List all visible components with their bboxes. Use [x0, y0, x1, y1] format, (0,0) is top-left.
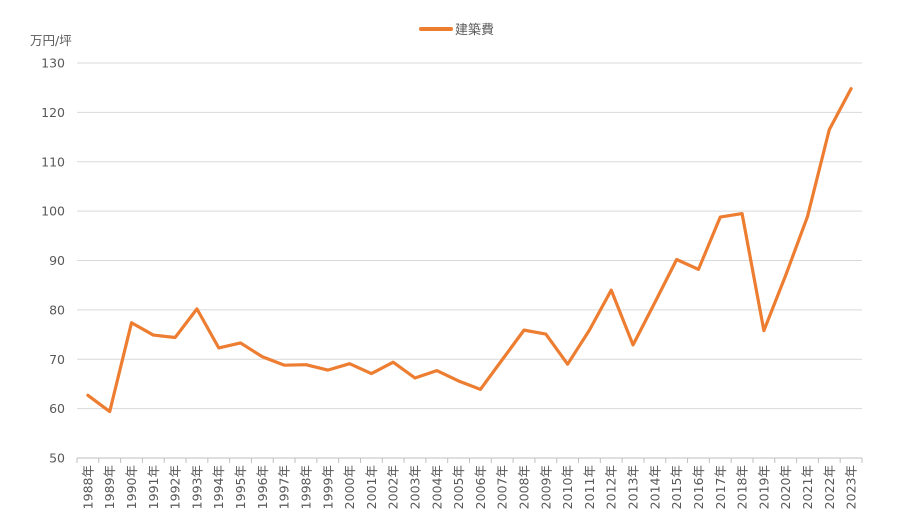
data-point[interactable] — [455, 377, 463, 385]
x-tick-label: 2011年 — [582, 465, 597, 509]
data-point[interactable] — [84, 391, 92, 399]
data-point[interactable] — [673, 256, 681, 264]
x-tick-label: 1993年 — [189, 465, 204, 509]
x-tick-label: 2007年 — [495, 465, 510, 509]
x-tick-label: 1999年 — [320, 465, 335, 509]
data-point[interactable] — [520, 326, 528, 334]
x-tick-label: 2018年 — [735, 465, 750, 509]
y-axis-unit-label: 万円/坪 — [30, 33, 72, 48]
data-point[interactable] — [324, 366, 332, 374]
data-point[interactable] — [585, 326, 593, 334]
x-tick-label: 1990年 — [124, 465, 139, 509]
x-tick-label: 1997年 — [277, 465, 292, 509]
x-tick-label: 1994年 — [211, 465, 226, 509]
y-tick-label: 130 — [41, 56, 65, 71]
x-tick-label: 1989年 — [102, 465, 117, 509]
x-tick-label: 2006年 — [473, 465, 488, 509]
data-point[interactable] — [280, 361, 288, 369]
y-tick-label: 110 — [41, 154, 65, 169]
x-tick-label: 2023年 — [844, 465, 859, 509]
gridlines — [77, 62, 862, 459]
data-point[interactable] — [651, 298, 659, 306]
x-tick-label: 2003年 — [407, 465, 422, 509]
x-tick-label: 2015年 — [669, 465, 684, 509]
data-point[interactable] — [607, 286, 615, 294]
data-point[interactable] — [128, 319, 136, 327]
legend[interactable]: 建築費 — [419, 23, 494, 38]
y-tick-label: 50 — [49, 451, 65, 466]
x-tick-label: 2002年 — [386, 465, 401, 509]
data-point[interactable] — [237, 339, 245, 347]
x-tick-label: 1995年 — [233, 465, 248, 509]
data-point[interactable] — [476, 385, 484, 393]
y-tick-label: 90 — [49, 253, 65, 268]
series-line[interactable] — [86, 87, 853, 414]
data-point[interactable] — [825, 126, 833, 134]
y-tick-label: 70 — [49, 352, 65, 367]
y-tick-label: 60 — [49, 401, 65, 416]
x-tick-label: 2019年 — [756, 465, 771, 509]
legend-label: 建築費 — [455, 23, 494, 38]
x-tick-label: 1996年 — [255, 465, 270, 509]
x-tick-label: 2014年 — [647, 465, 662, 509]
data-point[interactable] — [716, 213, 724, 221]
x-axis-ticks: 1988年 1989年 1990年 1991年 1992年 1993年 1994年 1995年… — [76, 458, 863, 509]
x-tick-label: 2010年 — [560, 465, 575, 509]
data-point[interactable] — [738, 210, 746, 218]
x-tick-label: 2017年 — [713, 465, 728, 509]
x-tick-label: 2016年 — [691, 465, 706, 509]
data-point[interactable] — [542, 330, 550, 338]
series-layer — [84, 85, 855, 416]
data-point[interactable] — [694, 265, 702, 273]
data-point[interactable] — [803, 213, 811, 221]
data-point[interactable] — [302, 361, 310, 369]
y-axis-ticks: 50 60 70 80 90 100 110 120 130 — [41, 56, 65, 466]
x-tick-label: 2005年 — [451, 465, 466, 509]
data-point[interactable] — [389, 358, 397, 366]
data-point[interactable] — [760, 327, 768, 335]
data-point[interactable] — [258, 353, 266, 361]
data-point[interactable] — [215, 344, 223, 352]
x-tick-label: 2022年 — [822, 465, 837, 509]
x-tick-label: 2004年 — [429, 465, 444, 509]
data-point[interactable] — [346, 360, 354, 368]
x-tick-label: 1998年 — [298, 465, 313, 509]
data-point[interactable] — [564, 360, 572, 368]
x-tick-label: 2001年 — [364, 465, 379, 509]
data-point[interactable] — [433, 367, 441, 375]
data-point[interactable] — [498, 356, 506, 364]
data-point[interactable] — [847, 85, 855, 93]
x-tick-label: 1992年 — [168, 465, 183, 509]
y-tick-label: 120 — [41, 105, 65, 120]
y-tick-label: 80 — [49, 302, 65, 317]
data-point[interactable] — [149, 331, 157, 339]
data-point[interactable] — [106, 408, 114, 416]
data-point[interactable] — [367, 370, 375, 378]
x-tick-label: 2009年 — [538, 465, 553, 509]
data-point[interactable] — [171, 334, 179, 342]
x-tick-label: 2012年 — [604, 465, 619, 509]
y-tick-label: 100 — [41, 204, 65, 219]
x-tick-label: 2000年 — [342, 465, 357, 509]
data-point[interactable] — [411, 374, 419, 382]
data-point[interactable] — [782, 271, 790, 279]
data-point[interactable] — [193, 305, 201, 313]
x-tick-label: 1988年 — [80, 465, 95, 509]
x-tick-label: 1991年 — [146, 465, 161, 509]
x-tick-label: 2021年 — [800, 465, 815, 509]
x-tick-label: 2013年 — [626, 465, 641, 509]
x-tick-label: 2008年 — [517, 465, 532, 509]
x-tick-label: 2020年 — [778, 465, 793, 509]
data-point[interactable] — [629, 341, 637, 349]
